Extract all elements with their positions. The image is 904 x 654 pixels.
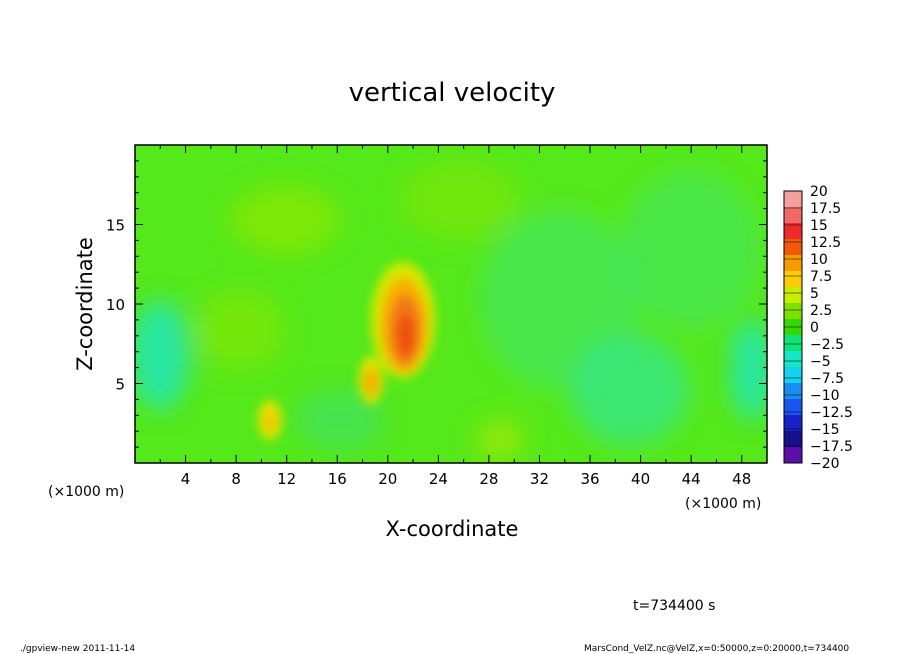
x-tick-label: 4 (181, 470, 191, 488)
colorbar-label: −20 (810, 456, 840, 472)
x-unit-right: (×1000 m) (685, 496, 761, 512)
x-tick-label: 32 (530, 470, 549, 488)
x-tick-label: 20 (378, 470, 397, 488)
colorbar-segment (784, 383, 802, 400)
chart-title: vertical velocity (349, 78, 556, 108)
colorbar-label: 5 (810, 286, 819, 302)
colorbar-segment (784, 367, 802, 384)
colorbar-segment (784, 431, 802, 448)
y-axis-ticks: 5 10 15 (106, 160, 767, 448)
colorbar-label: 2.5 (810, 303, 832, 319)
x-tick-label: 36 (580, 470, 599, 488)
field-blob (135, 300, 190, 410)
colorbar-segment (784, 239, 802, 256)
x-axis-ticks: 4 8 12 16 20 24 28 32 36 40 44 48 (159, 145, 751, 488)
colorbar-segment (784, 287, 802, 304)
y-axis-label: Z-coordinate (73, 237, 97, 371)
colorbar: 2017.51512.5107.552.50−2.5−5−7.5−10−12.5… (783, 184, 853, 472)
colorbar-label: −5 (810, 354, 831, 370)
colorbar-label: 20 (810, 184, 828, 200)
field-blob (397, 313, 415, 357)
x-axis-label: X-coordinate (386, 517, 519, 541)
field-blob (195, 290, 285, 370)
colorbar-segment (784, 415, 802, 432)
colorbar-segment (784, 399, 802, 416)
colorbar-label: −7.5 (810, 371, 844, 387)
y-tick-label: 5 (115, 376, 125, 394)
x-tick-label: 8 (231, 470, 241, 488)
x-tick-label: 44 (682, 470, 701, 488)
colorbar-segment (784, 271, 802, 288)
colorbar-segment (784, 447, 802, 464)
y-tick-label: 15 (106, 217, 125, 235)
colorbar-segment (784, 207, 802, 224)
field-blob (730, 320, 767, 420)
colorbar-label: 12.5 (810, 235, 841, 251)
y-tick-label: 10 (106, 296, 125, 314)
x-tick-label: 40 (631, 470, 650, 488)
time-label: t=734400 s (633, 598, 715, 614)
field-blob (295, 390, 385, 450)
colorbar-label: −12.5 (810, 405, 853, 421)
colorbar-label: −15 (810, 422, 840, 438)
colorbar-label: 17.5 (810, 201, 841, 217)
field-blob (480, 210, 640, 390)
colorbar-label: 7.5 (810, 269, 832, 285)
field-blob (400, 160, 520, 240)
footer-left: ./gpview-new 2011-11-14 (20, 644, 135, 654)
colorbar-segment (784, 351, 802, 368)
field-blob (264, 411, 276, 431)
x-tick-label: 24 (429, 470, 448, 488)
colorbar-segment (784, 303, 802, 320)
footer-right: MarsCond_VelZ.nc@VelZ,x=0:50000,z=0:2000… (584, 644, 849, 654)
field-blob (620, 170, 760, 330)
x-unit-left: (×1000 m) (48, 484, 124, 500)
field-blob (475, 420, 525, 460)
x-tick-label: 12 (277, 470, 296, 488)
colorbar-label: −2.5 (810, 337, 844, 353)
field-blob (364, 368, 378, 396)
colorbar-segment (784, 223, 802, 240)
heatmap-field (135, 145, 767, 463)
colorbar-segment (784, 255, 802, 272)
colorbar-label: 15 (810, 218, 828, 234)
x-tick-label: 28 (479, 470, 498, 488)
colorbar-label: −10 (810, 388, 840, 404)
colorbar-segment (784, 191, 802, 208)
x-tick-label: 16 (328, 470, 347, 488)
x-tick-label: 48 (732, 470, 751, 488)
colorbar-segment (784, 335, 802, 352)
colorbar-label: 10 (810, 252, 828, 268)
field-blob (230, 185, 340, 255)
colorbar-label: −17.5 (810, 439, 853, 455)
colorbar-label: 0 (810, 320, 819, 336)
